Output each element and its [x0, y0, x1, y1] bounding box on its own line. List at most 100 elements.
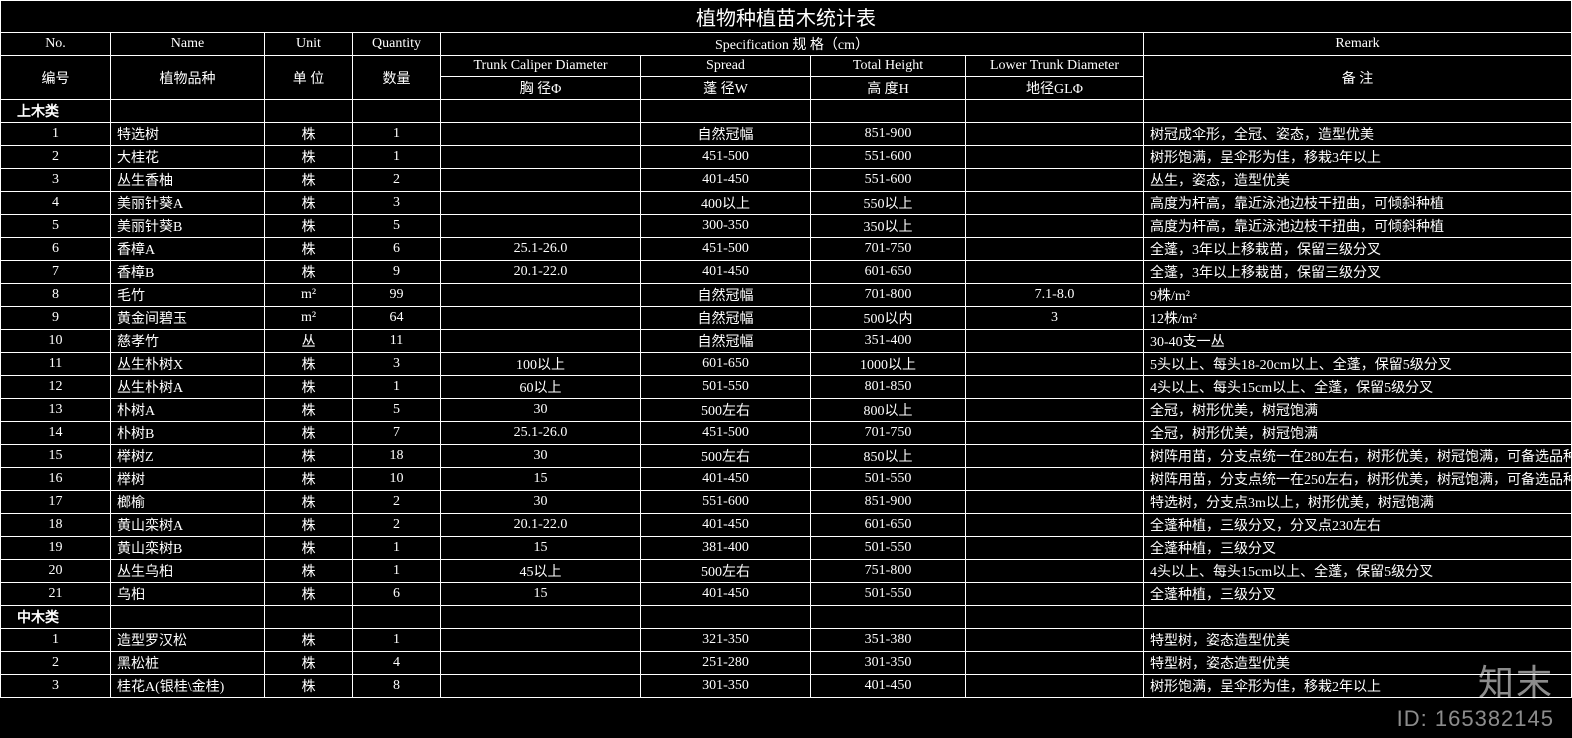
cell-no: 6	[1, 238, 111, 261]
cell-unit: 丛	[265, 330, 353, 353]
cell-unit: 株	[265, 215, 353, 238]
cell-spec2: 601-650	[641, 353, 811, 376]
cell-spec3: 601-650	[811, 261, 966, 284]
cell-remark: 4头以上、每头15cm以上、全蓬，保留5级分叉	[1144, 560, 1572, 583]
table-row: 7香樟B株920.1-22.0401-450601-650全蓬，3年以上移栽苗，…	[1, 261, 1572, 284]
cell-spec1: 15	[441, 537, 641, 560]
cell-spec2: 401-450	[641, 468, 811, 491]
cell-remark: 4头以上、每头15cm以上、全蓬，保留5级分叉	[1144, 376, 1572, 399]
cell-spec3: 800以上	[811, 399, 966, 422]
cell-no: 19	[1, 537, 111, 560]
cell-no: 21	[1, 583, 111, 606]
cell-spec1: 15	[441, 468, 641, 491]
cell-qty: 1	[353, 376, 441, 399]
hdr-unit-cn: 单 位	[265, 56, 353, 100]
cell-remark: 全冠，树形优美，树冠饱满	[1144, 399, 1572, 422]
cell-spec1: 30	[441, 491, 641, 514]
table-row: 20丛生乌桕株145以上500左右751-8004头以上、每头15cm以上、全蓬…	[1, 560, 1572, 583]
cell-name: 慈孝竹	[111, 330, 265, 353]
table-row: 16榉树株1015401-450501-550树阵用苗，分支点统一在250左右，…	[1, 468, 1572, 491]
cell-spec3: 501-550	[811, 583, 966, 606]
cell-spec2: 401-450	[641, 583, 811, 606]
cell-spec2: 301-350	[641, 675, 811, 698]
cell-name: 朴树B	[111, 422, 265, 445]
cell-remark: 全蓬种植，三级分叉，分叉点230左右	[1144, 514, 1572, 537]
cell-spec3: 301-350	[811, 652, 966, 675]
hdr-unit-en: Unit	[265, 33, 353, 56]
hdr-remark-en: Remark	[1144, 33, 1572, 56]
cell-spec4	[966, 560, 1144, 583]
table-row: 4美丽针葵A株3400以上550以上高度为杆高，靠近泳池边枝干扭曲，可倾斜种植	[1, 192, 1572, 215]
table-row: 2大桂花株1451-500551-600树形饱满，呈伞形为佳，移栽3年以上	[1, 146, 1572, 169]
cell-no: 16	[1, 468, 111, 491]
section-empty-cell	[265, 606, 353, 629]
table-row: 5美丽针葵B株5300-350350以上高度为杆高，靠近泳池边枝干扭曲，可倾斜种…	[1, 215, 1572, 238]
cell-no: 12	[1, 376, 111, 399]
cell-spec4	[966, 652, 1144, 675]
cell-spec1: 60以上	[441, 376, 641, 399]
table-row: 19黄山栾树B株115381-400501-550全蓬种植，三级分叉	[1, 537, 1572, 560]
cell-name: 丛生香柚	[111, 169, 265, 192]
table-row: 13朴树A株530500左右800以上全冠，树形优美，树冠饱满	[1, 399, 1572, 422]
section-empty-cell	[265, 100, 353, 123]
cell-name: 丛生乌桕	[111, 560, 265, 583]
cell-qty: 1	[353, 537, 441, 560]
cell-unit: 株	[265, 629, 353, 652]
hdr-spec4-en: Lower Trunk Diameter	[966, 56, 1144, 77]
cell-qty: 6	[353, 238, 441, 261]
cell-unit: 株	[265, 238, 353, 261]
section-empty-cell	[811, 606, 966, 629]
table-row: 3丛生香柚株2401-450551-600丛生，姿态，造型优美	[1, 169, 1572, 192]
cell-spec1: 15	[441, 583, 641, 606]
cell-spec1: 25.1-26.0	[441, 238, 641, 261]
hdr-spec2-en: Spread	[641, 56, 811, 77]
cell-spec2: 自然冠幅	[641, 307, 811, 330]
cell-name: 造型罗汉松	[111, 629, 265, 652]
cell-spec3: 350以上	[811, 215, 966, 238]
cell-name: 黑松桩	[111, 652, 265, 675]
cell-no: 2	[1, 652, 111, 675]
section-row: 上木类	[1, 100, 1572, 123]
section-empty-cell	[353, 606, 441, 629]
cell-no: 3	[1, 169, 111, 192]
cell-remark: 树形饱满，呈伞形为佳，移栽3年以上	[1144, 146, 1572, 169]
cell-qty: 4	[353, 652, 441, 675]
cell-remark: 全蓬种植，三级分叉	[1144, 537, 1572, 560]
cell-remark: 全冠，树形优美，树冠饱满	[1144, 422, 1572, 445]
cell-spec1: 100以上	[441, 353, 641, 376]
table-row: 2黑松桩株4251-280301-350特型树，姿态造型优美	[1, 652, 1572, 675]
cell-remark: 9株/m²	[1144, 284, 1572, 307]
cell-no: 17	[1, 491, 111, 514]
hdr-no-cn: 编号	[1, 56, 111, 100]
cell-spec2: 401-450	[641, 514, 811, 537]
hdr-no-en: No.	[1, 33, 111, 56]
table-row: 15榉树Z株1830500左右850以上树阵用苗，分支点统一在280左右，树形优…	[1, 445, 1572, 468]
cell-spec4	[966, 238, 1144, 261]
cell-spec2: 401-450	[641, 169, 811, 192]
cell-spec4	[966, 192, 1144, 215]
cell-remark: 高度为杆高，靠近泳池边枝干扭曲，可倾斜种植	[1144, 215, 1572, 238]
cell-spec3: 501-550	[811, 468, 966, 491]
cell-remark: 树形饱满，呈伞形为佳，移栽2年以上	[1144, 675, 1572, 698]
cell-name: 香樟B	[111, 261, 265, 284]
cell-spec4	[966, 537, 1144, 560]
cell-unit: 株	[265, 192, 353, 215]
cell-qty: 11	[353, 330, 441, 353]
cell-no: 8	[1, 284, 111, 307]
cell-qty: 3	[353, 192, 441, 215]
cell-spec1	[441, 284, 641, 307]
cell-spec4	[966, 583, 1144, 606]
cell-spec4	[966, 445, 1144, 468]
cell-spec3: 601-650	[811, 514, 966, 537]
cell-no: 4	[1, 192, 111, 215]
cell-remark: 丛生，姿态，造型优美	[1144, 169, 1572, 192]
cell-no: 18	[1, 514, 111, 537]
hdr-spec2-cn: 蓬 径W	[641, 77, 811, 100]
cell-spec2: 自然冠幅	[641, 284, 811, 307]
table-row: 10慈孝竹丛11自然冠幅351-40030-40支一丛	[1, 330, 1572, 353]
cell-unit: 株	[265, 376, 353, 399]
cell-qty: 2	[353, 169, 441, 192]
cell-name: 乌桕	[111, 583, 265, 606]
cell-qty: 9	[353, 261, 441, 284]
cell-unit: 株	[265, 261, 353, 284]
